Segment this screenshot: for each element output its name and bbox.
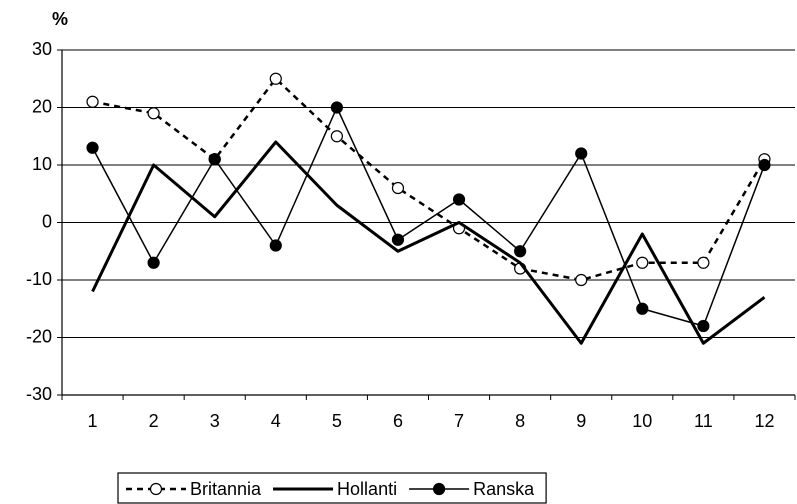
y-tick-label: -10 (26, 269, 52, 289)
marker (86, 95, 99, 108)
marker (636, 302, 649, 315)
legend-marker (149, 482, 163, 496)
marker (575, 273, 588, 287)
x-tick-label: 11 (694, 411, 713, 431)
marker (330, 130, 343, 143)
marker (269, 72, 282, 85)
marker (636, 256, 649, 269)
x-tick-label: 9 (576, 411, 586, 431)
marker (391, 233, 405, 246)
marker (147, 256, 160, 269)
y-axis-label: % (52, 9, 68, 29)
marker (147, 107, 160, 120)
marker (697, 256, 710, 269)
series-line (91, 106, 766, 327)
marker (575, 147, 588, 160)
x-tick-label: 8 (515, 411, 525, 431)
marker (330, 101, 343, 114)
legend-label: Britannia (190, 479, 262, 499)
marker (86, 141, 99, 154)
legend-label: Hollanti (337, 479, 397, 499)
y-tick-label: -30 (26, 384, 52, 404)
x-tick-label: 10 (632, 411, 652, 431)
marker (269, 239, 282, 252)
y-tick-label: -20 (26, 326, 52, 346)
x-tick-label: 3 (210, 411, 220, 431)
x-tick-label: 7 (454, 411, 464, 431)
x-tick-label: 1 (88, 411, 98, 431)
marker (391, 181, 405, 195)
x-tick-label: 12 (754, 411, 774, 431)
y-tick-label: 30 (32, 39, 52, 59)
legend-label: Ranska (473, 479, 535, 499)
marker (514, 245, 527, 258)
marker (452, 193, 466, 206)
x-tick-label: 5 (332, 411, 342, 431)
series-line (92, 77, 766, 282)
x-tick-label: 6 (393, 411, 403, 431)
legend-box (117, 472, 547, 504)
marker (208, 153, 221, 166)
y-tick-label: 0 (42, 211, 52, 231)
marker (758, 158, 771, 172)
y-tick-label: 20 (32, 96, 52, 116)
y-tick-label: 10 (32, 154, 52, 174)
legend-marker (432, 482, 446, 496)
marker (697, 319, 710, 333)
x-tick-label: 2 (149, 411, 159, 431)
series-line (91, 140, 766, 345)
x-tick-label: 4 (271, 411, 281, 431)
legend: Britannia Hollanti Ranska (117, 472, 547, 504)
